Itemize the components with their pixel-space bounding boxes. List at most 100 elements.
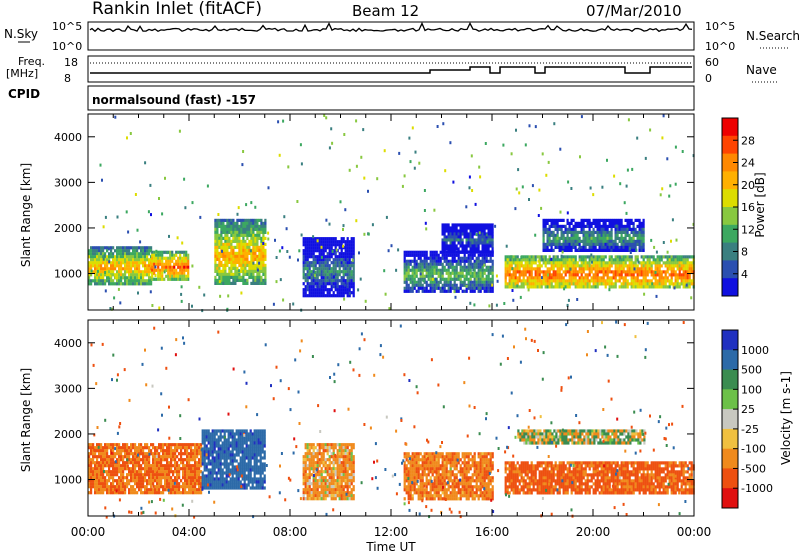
heat-cell bbox=[548, 218, 551, 222]
heat-cell bbox=[489, 241, 492, 245]
heat-cell bbox=[628, 247, 631, 250]
heat-cell bbox=[175, 253, 178, 257]
heat-cell bbox=[542, 239, 545, 243]
heat-cell bbox=[576, 264, 579, 268]
heat-cell bbox=[136, 246, 139, 250]
heat-cell bbox=[475, 277, 478, 281]
heat-cell bbox=[156, 461, 159, 465]
heat-cell bbox=[554, 261, 557, 265]
heat-cell bbox=[176, 488, 179, 492]
heat-cell bbox=[112, 482, 115, 486]
heat-cell bbox=[148, 276, 151, 280]
heat-cell bbox=[106, 249, 109, 253]
heat-cell bbox=[167, 274, 170, 278]
heat-cell bbox=[483, 256, 486, 260]
heat-cell bbox=[348, 249, 351, 253]
heat-cell bbox=[602, 267, 605, 271]
heat-cell bbox=[326, 282, 329, 286]
heat-cell bbox=[220, 227, 223, 231]
heat-cell bbox=[638, 245, 641, 249]
heat-cell bbox=[155, 259, 158, 263]
heat-cell bbox=[192, 452, 195, 456]
heat-cell bbox=[252, 218, 255, 222]
heat-cell bbox=[304, 285, 307, 289]
heat-cell bbox=[688, 261, 691, 265]
heat-cell bbox=[564, 267, 567, 271]
heat-cell bbox=[395, 268, 398, 272]
heat-cell bbox=[218, 239, 221, 243]
heat-cell bbox=[152, 479, 155, 483]
heat-cell bbox=[352, 261, 355, 265]
heat-cell bbox=[163, 277, 166, 281]
heat-cell bbox=[314, 237, 317, 241]
heat-cell bbox=[258, 269, 261, 273]
heat-cell bbox=[596, 270, 599, 274]
heat-cell bbox=[628, 227, 631, 231]
heat-cell bbox=[588, 264, 591, 268]
heat-cell bbox=[144, 473, 147, 477]
heat-cell bbox=[203, 429, 206, 433]
heat-cell bbox=[100, 249, 103, 253]
heat-cell bbox=[495, 303, 498, 307]
heat-cell bbox=[433, 208, 436, 212]
heat-cell bbox=[642, 224, 645, 228]
heat-cell bbox=[604, 261, 607, 265]
heat-cell bbox=[558, 282, 561, 286]
heat-cell bbox=[308, 285, 311, 289]
heat-cell bbox=[437, 274, 440, 278]
heat-cell bbox=[104, 479, 107, 483]
heat-cell bbox=[574, 224, 577, 228]
heat-cell bbox=[678, 261, 681, 265]
heat-cell bbox=[686, 264, 689, 268]
heat-cell bbox=[136, 482, 139, 486]
heat-cell bbox=[252, 236, 255, 240]
heat-cell bbox=[148, 464, 151, 468]
heat-cell bbox=[138, 443, 141, 447]
heat-cell bbox=[274, 238, 276, 242]
heat-cell bbox=[570, 282, 573, 286]
heat-cell bbox=[453, 223, 456, 227]
heat-cell bbox=[312, 235, 315, 239]
heat-cell bbox=[226, 278, 229, 282]
heat-cell bbox=[173, 277, 176, 281]
heat-cell bbox=[126, 485, 129, 489]
heat-cell bbox=[646, 273, 649, 277]
heat-cell bbox=[479, 265, 482, 269]
heat-cell bbox=[110, 470, 113, 474]
heat-cell bbox=[336, 264, 339, 268]
heat-cell bbox=[186, 485, 189, 489]
heat-cell bbox=[487, 250, 490, 254]
heat-cell bbox=[622, 270, 625, 274]
heat-cell bbox=[112, 255, 115, 259]
heat-cell bbox=[588, 230, 591, 234]
heat-cell bbox=[596, 242, 599, 246]
heat-cell bbox=[471, 265, 474, 269]
heat-cell bbox=[346, 267, 349, 271]
heat-cell bbox=[578, 285, 581, 289]
heat-cell bbox=[140, 482, 143, 486]
heat-cell bbox=[590, 276, 593, 280]
heat-cell bbox=[610, 258, 613, 262]
heat-cell bbox=[562, 242, 565, 246]
heat-cell bbox=[514, 207, 517, 211]
heat-cell bbox=[162, 473, 165, 477]
heat-cell bbox=[144, 470, 147, 474]
heat-cell bbox=[192, 455, 195, 459]
heat-cell bbox=[167, 259, 170, 263]
heat-cell bbox=[652, 282, 655, 286]
heat-cell bbox=[142, 270, 145, 274]
heat-cell bbox=[160, 455, 163, 459]
heat-cell bbox=[283, 215, 286, 219]
heat-cell bbox=[310, 264, 313, 268]
heat-cell bbox=[666, 250, 669, 254]
heat-cell bbox=[134, 246, 137, 250]
heat-cell bbox=[144, 255, 147, 259]
heat-cell bbox=[572, 261, 575, 265]
heat-cell bbox=[158, 443, 161, 447]
heat-cell bbox=[570, 248, 573, 252]
heat-cell bbox=[326, 270, 329, 274]
heat-cell bbox=[579, 155, 581, 159]
heat-cell bbox=[658, 255, 661, 259]
heat-cell bbox=[260, 218, 263, 222]
heat-cell bbox=[479, 262, 482, 266]
